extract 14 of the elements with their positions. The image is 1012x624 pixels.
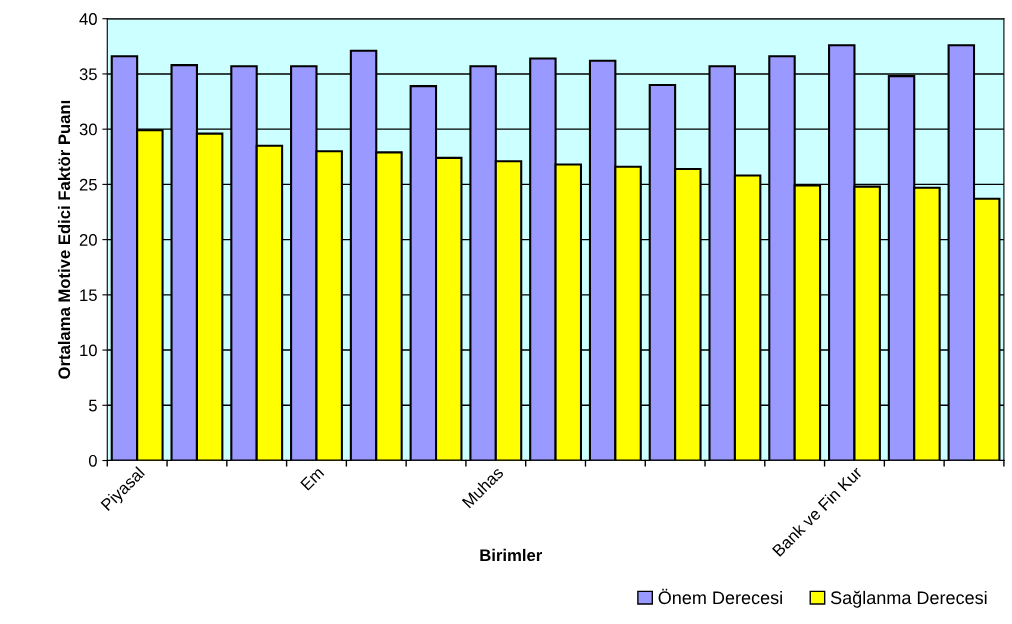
y-tick-label: 40 bbox=[79, 13, 97, 25]
y-tick-label: 0 bbox=[88, 454, 97, 467]
y-tick-label: 5 bbox=[88, 399, 97, 412]
y-tick-label: 15 bbox=[80, 289, 97, 302]
x-axis-title: Birimler bbox=[480, 548, 542, 562]
y-tick-label: 35 bbox=[79, 68, 97, 81]
legend-label: Sağlanma Derecesi bbox=[830, 590, 987, 608]
y-axis-title: Ortalama Motive Edici Faktör Puanı bbox=[57, 100, 71, 379]
y-tick-label: 10 bbox=[80, 344, 97, 357]
x-tick-label: Em bbox=[300, 466, 325, 491]
legend-label: Önem Derecesi bbox=[658, 588, 782, 605]
y-tick-label: 20 bbox=[79, 234, 97, 246]
y-tick-label: 25 bbox=[79, 178, 97, 191]
y-tick-label: 30 bbox=[79, 123, 97, 136]
